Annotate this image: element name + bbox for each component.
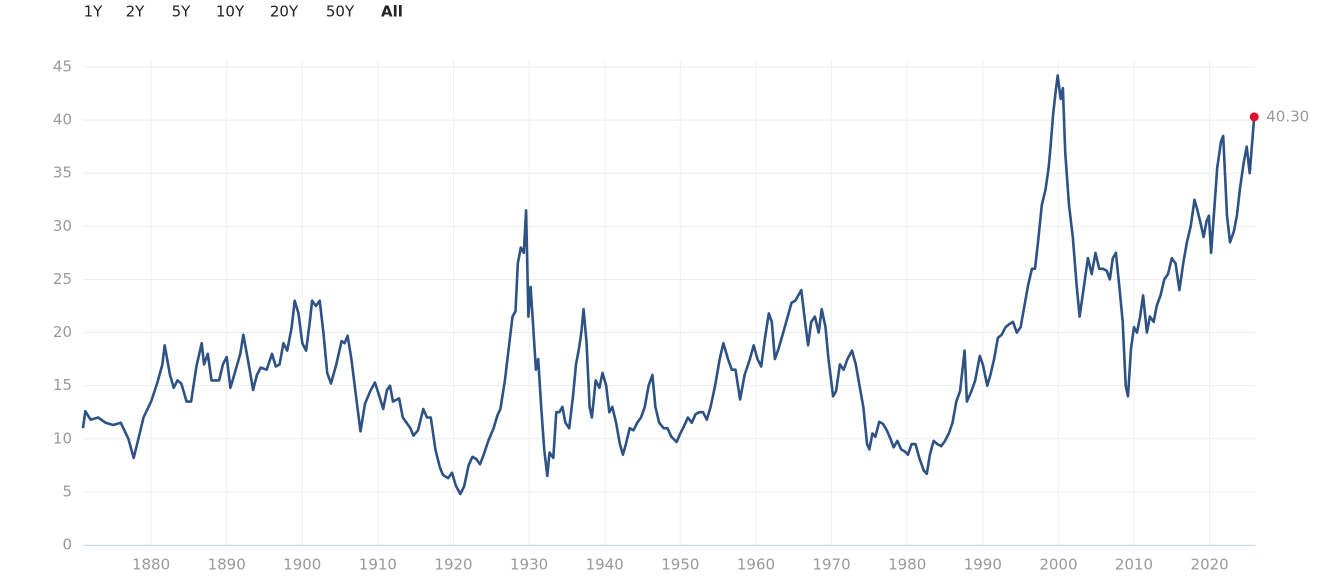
- range-button[interactable]: 1Y: [84, 3, 104, 21]
- end-point: [1249, 112, 1259, 122]
- x-tick-label: 1930: [510, 556, 548, 574]
- x-tick-label: 1950: [661, 556, 699, 574]
- y-tick-label: 30: [53, 217, 72, 235]
- y-tick-label: 10: [53, 429, 72, 447]
- line: [81, 74, 1256, 496]
- x-tick-label: 2010: [1115, 556, 1153, 574]
- x-tick-label: 1900: [283, 556, 321, 574]
- x-tick-label: 1920: [434, 556, 472, 574]
- x-tick-label: 1910: [359, 556, 397, 574]
- y-tick-label: 35: [53, 164, 72, 182]
- x-tick-label: 2000: [1039, 556, 1077, 574]
- end-label: 40.30: [1266, 107, 1309, 125]
- range-button[interactable]: 5Y: [172, 3, 192, 21]
- y-tick-label: 45: [53, 58, 72, 76]
- range-button[interactable]: 20Y: [270, 3, 299, 21]
- x-tick-label: 1970: [812, 556, 850, 574]
- x-tick-label: 1880: [132, 556, 170, 574]
- x-tick-label: 1990: [964, 556, 1002, 574]
- y-tick-label: 15: [53, 376, 72, 394]
- y-tick-label: 0: [62, 536, 72, 554]
- y-tick-label: 5: [62, 482, 72, 500]
- range-button[interactable]: 2Y: [126, 3, 146, 21]
- x-tick-label: 1940: [586, 556, 624, 574]
- x-tick-label: 1960: [737, 556, 775, 574]
- range-button[interactable]: 50Y: [326, 3, 355, 21]
- y-tick-label: 40: [53, 111, 72, 129]
- x-tick-label: 2020: [1191, 556, 1229, 574]
- x-tick-label: 1980: [888, 556, 926, 574]
- x-tick-label: 1890: [208, 556, 246, 574]
- range-button[interactable]: 10Y: [216, 3, 245, 21]
- y-tick-label: 20: [53, 323, 72, 341]
- y-tick-label: 25: [53, 270, 72, 288]
- range-button[interactable]: All: [381, 3, 403, 21]
